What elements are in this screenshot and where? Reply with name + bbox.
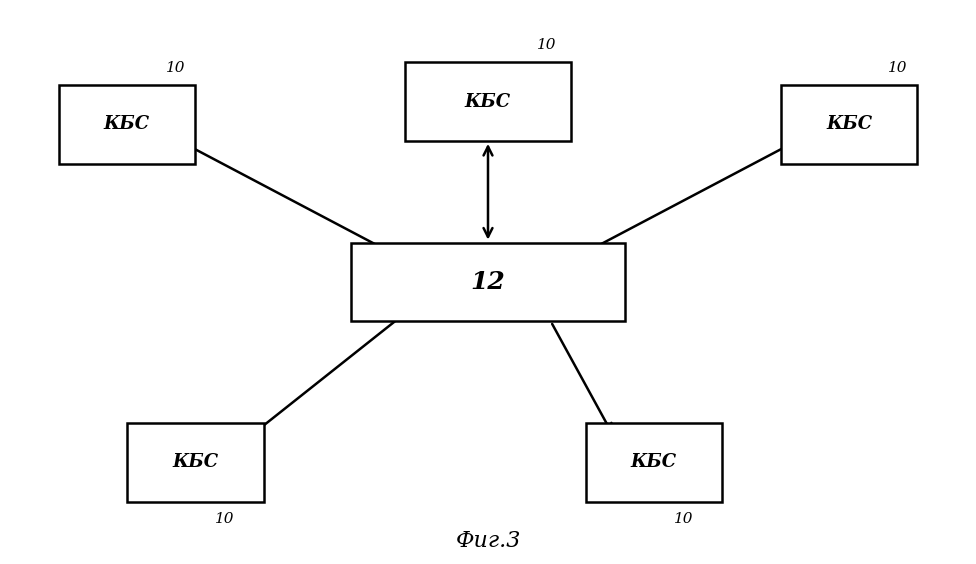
FancyBboxPatch shape <box>59 85 195 164</box>
Text: 10: 10 <box>537 38 556 52</box>
Text: КБС: КБС <box>172 453 219 472</box>
Text: 10: 10 <box>888 61 908 74</box>
Text: 12: 12 <box>470 270 506 294</box>
Text: Фиг.3: Фиг.3 <box>456 530 520 553</box>
Text: КБС: КБС <box>103 115 150 133</box>
FancyBboxPatch shape <box>351 243 625 321</box>
Text: 10: 10 <box>673 512 693 526</box>
Text: КБС: КБС <box>630 453 677 472</box>
Text: КБС: КБС <box>826 115 873 133</box>
FancyBboxPatch shape <box>127 423 264 502</box>
FancyBboxPatch shape <box>781 85 917 164</box>
FancyBboxPatch shape <box>405 62 571 141</box>
Text: КБС: КБС <box>465 92 511 111</box>
Text: 10: 10 <box>215 512 234 526</box>
FancyBboxPatch shape <box>586 423 722 502</box>
Text: 10: 10 <box>166 61 185 74</box>
